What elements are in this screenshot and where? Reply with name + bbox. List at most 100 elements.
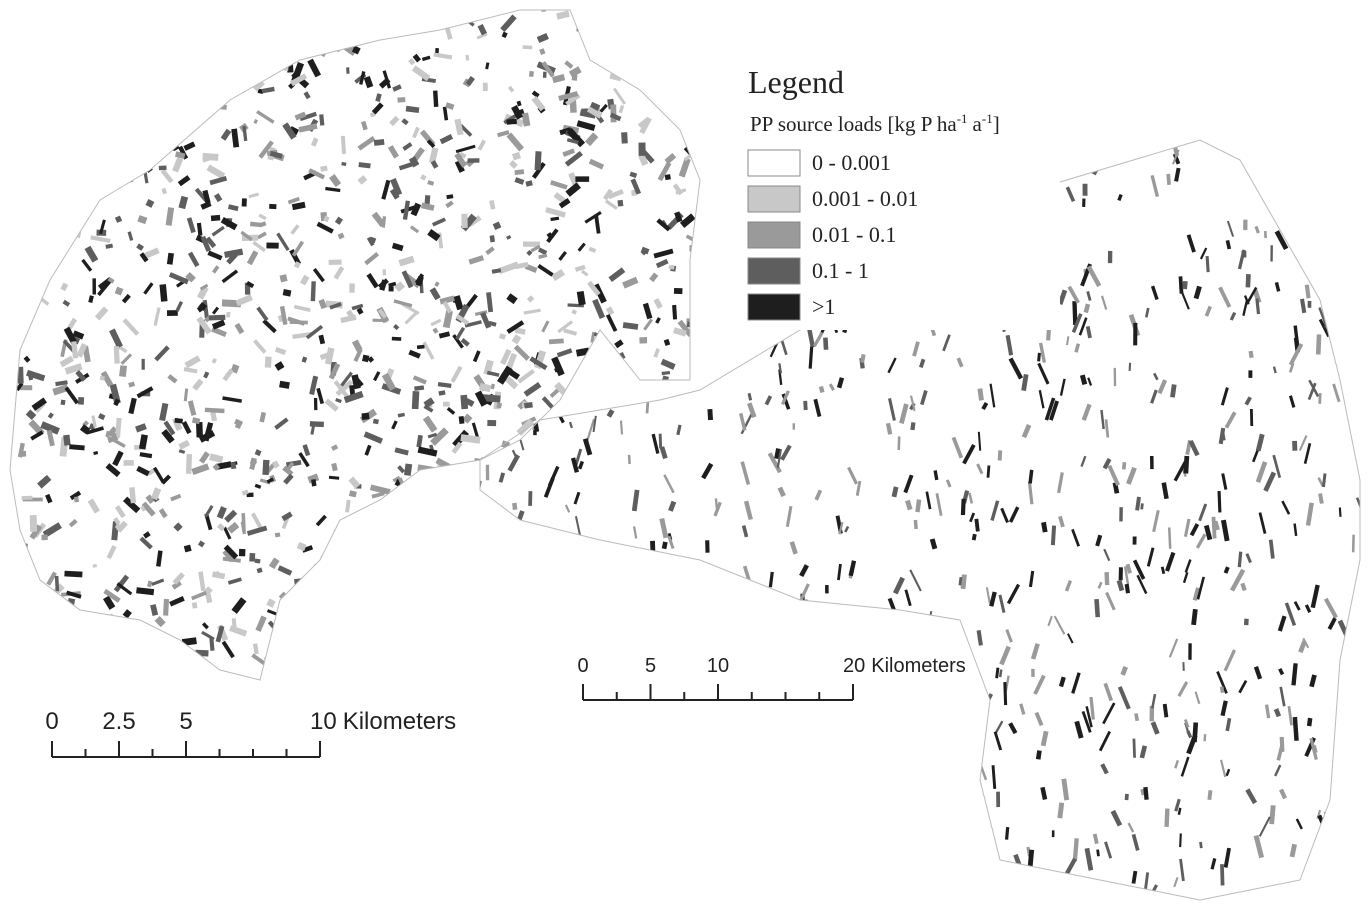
raster-patch <box>1296 157 1302 166</box>
raster-patch <box>964 883 972 898</box>
raster-patch <box>1071 529 1080 547</box>
raster-patch <box>134 654 144 669</box>
raster-patch <box>394 281 405 292</box>
raster-patch <box>44 257 53 266</box>
raster-patch <box>928 611 932 623</box>
raster-patch <box>90 626 98 634</box>
raster-patch <box>136 587 154 595</box>
raster-patch <box>1094 599 1100 617</box>
raster-patch <box>309 376 318 395</box>
raster-patch <box>1329 183 1338 206</box>
raster-patch <box>130 672 138 687</box>
raster-patch <box>255 449 262 456</box>
raster-patch <box>1298 640 1307 653</box>
raster-patch <box>916 871 924 885</box>
raster-patch <box>759 781 766 804</box>
raster-patch <box>279 592 287 600</box>
raster-patch <box>598 374 607 395</box>
raster-patch <box>408 58 415 65</box>
raster-patch <box>1140 745 1147 758</box>
raster-patch <box>402 498 410 507</box>
raster-patch <box>253 339 267 354</box>
raster-patch <box>1331 183 1339 200</box>
raster-patch <box>404 464 412 476</box>
raster-patch <box>498 483 511 493</box>
raster-patch <box>257 232 267 240</box>
raster-patch <box>1111 810 1123 827</box>
raster-patch <box>227 35 236 41</box>
raster-patch <box>157 658 176 666</box>
raster-patch <box>607 409 615 418</box>
raster-patch <box>590 636 598 643</box>
raster-patch <box>734 642 742 655</box>
raster-patch <box>1052 830 1055 837</box>
raster-patch <box>631 765 635 775</box>
raster-patch <box>653 391 665 405</box>
raster-patch <box>735 862 739 871</box>
raster-patch <box>773 707 780 716</box>
raster-patch <box>1031 669 1035 677</box>
raster-patch <box>1281 500 1290 514</box>
raster-patch <box>616 568 624 579</box>
raster-patch <box>434 281 439 287</box>
raster-patch <box>565 754 570 775</box>
raster-patch <box>559 758 565 774</box>
raster-patch <box>390 24 406 35</box>
raster-patch <box>397 97 405 103</box>
scale-label: 5 <box>645 655 656 677</box>
raster-patch <box>1311 585 1320 609</box>
raster-patch <box>174 418 182 423</box>
raster-patch <box>290 320 308 324</box>
raster-patch <box>121 353 133 365</box>
raster-patch <box>468 255 484 264</box>
raster-patch <box>589 314 596 327</box>
raster-patch <box>401 598 409 604</box>
raster-patch <box>551 269 565 281</box>
raster-patch <box>671 35 682 48</box>
raster-patch <box>599 650 607 665</box>
raster-patch <box>686 649 694 670</box>
raster-patch <box>33 590 44 603</box>
raster-patch <box>151 487 161 500</box>
raster-patch <box>312 671 320 681</box>
raster-patch <box>511 726 520 750</box>
raster-patch <box>1132 871 1138 884</box>
raster-patch <box>393 324 399 330</box>
raster-patch <box>1240 583 1246 591</box>
raster-patch <box>78 397 84 405</box>
raster-patch <box>566 634 572 644</box>
raster-patch <box>120 13 130 27</box>
raster-patch <box>1264 231 1267 238</box>
raster-patch <box>1190 523 1199 536</box>
raster-patch <box>608 267 625 282</box>
raster-patch <box>441 554 450 568</box>
raster-patch <box>1307 862 1313 872</box>
raster-patch <box>491 384 495 390</box>
raster-patch <box>1274 708 1281 717</box>
raster-patch <box>763 742 766 748</box>
raster-patch <box>1006 335 1014 356</box>
raster-patch <box>212 571 225 579</box>
raster-patch <box>629 579 640 590</box>
raster-patch <box>772 331 781 346</box>
raster-patch <box>391 420 398 429</box>
raster-patch <box>514 177 524 185</box>
raster-patch <box>596 33 608 45</box>
raster-patch <box>151 653 161 665</box>
raster-patch <box>652 555 657 576</box>
raster-patch <box>289 670 297 678</box>
raster-patch <box>333 33 341 45</box>
raster-patch <box>575 176 589 182</box>
raster-patch <box>436 597 451 610</box>
raster-patch <box>89 146 96 154</box>
raster-patch <box>325 187 340 192</box>
raster-patch <box>402 142 412 151</box>
raster-patch <box>337 588 347 598</box>
raster-patch <box>1087 377 1092 386</box>
raster-patch <box>6 578 11 585</box>
raster-patch <box>630 377 638 386</box>
raster-patch <box>413 484 423 498</box>
raster-patch <box>373 419 379 425</box>
raster-patch <box>769 572 774 588</box>
raster-patch <box>509 624 521 645</box>
